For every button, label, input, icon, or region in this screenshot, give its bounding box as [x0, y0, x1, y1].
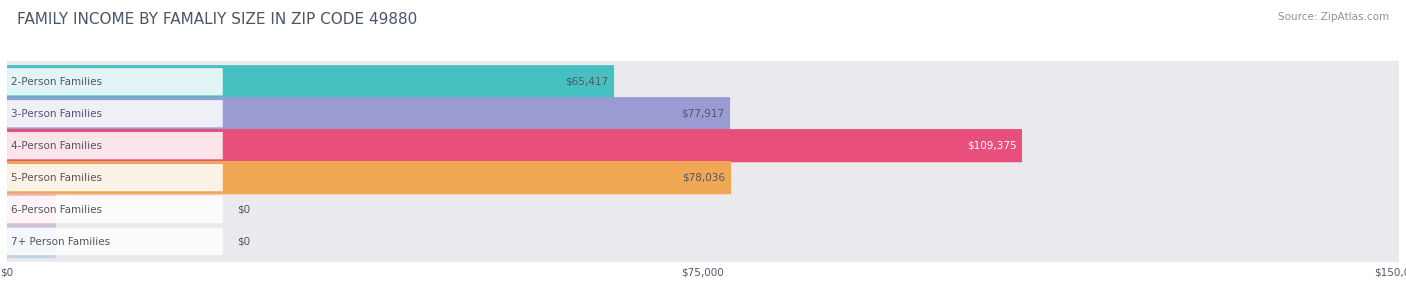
Text: $77,917: $77,917: [682, 109, 724, 119]
Text: 3-Person Families: 3-Person Families: [11, 109, 103, 119]
Text: 7+ Person Families: 7+ Person Families: [11, 237, 110, 246]
FancyBboxPatch shape: [7, 221, 1399, 262]
FancyBboxPatch shape: [7, 189, 1399, 230]
Text: 5-Person Families: 5-Person Families: [11, 173, 103, 183]
FancyBboxPatch shape: [7, 225, 56, 258]
FancyBboxPatch shape: [7, 68, 222, 95]
Text: Source: ZipAtlas.com: Source: ZipAtlas.com: [1278, 12, 1389, 22]
FancyBboxPatch shape: [7, 61, 1399, 102]
Text: 4-Person Families: 4-Person Families: [11, 141, 103, 151]
FancyBboxPatch shape: [7, 65, 614, 99]
Text: $78,036: $78,036: [682, 173, 725, 183]
FancyBboxPatch shape: [7, 132, 222, 159]
Text: FAMILY INCOME BY FAMALIY SIZE IN ZIP CODE 49880: FAMILY INCOME BY FAMALIY SIZE IN ZIP COD…: [17, 12, 418, 27]
FancyBboxPatch shape: [7, 129, 1022, 162]
FancyBboxPatch shape: [7, 193, 56, 226]
FancyBboxPatch shape: [7, 125, 1399, 167]
FancyBboxPatch shape: [7, 100, 222, 127]
FancyBboxPatch shape: [7, 97, 730, 130]
FancyBboxPatch shape: [7, 196, 222, 223]
Text: $0: $0: [236, 205, 250, 215]
Text: $109,375: $109,375: [967, 141, 1017, 151]
Text: $0: $0: [236, 237, 250, 246]
Text: 6-Person Families: 6-Person Families: [11, 205, 103, 215]
FancyBboxPatch shape: [7, 93, 1399, 135]
FancyBboxPatch shape: [7, 164, 222, 191]
FancyBboxPatch shape: [7, 228, 222, 255]
Text: 2-Person Families: 2-Person Families: [11, 77, 103, 87]
FancyBboxPatch shape: [7, 157, 1399, 198]
Text: $65,417: $65,417: [565, 77, 609, 87]
FancyBboxPatch shape: [7, 161, 731, 194]
